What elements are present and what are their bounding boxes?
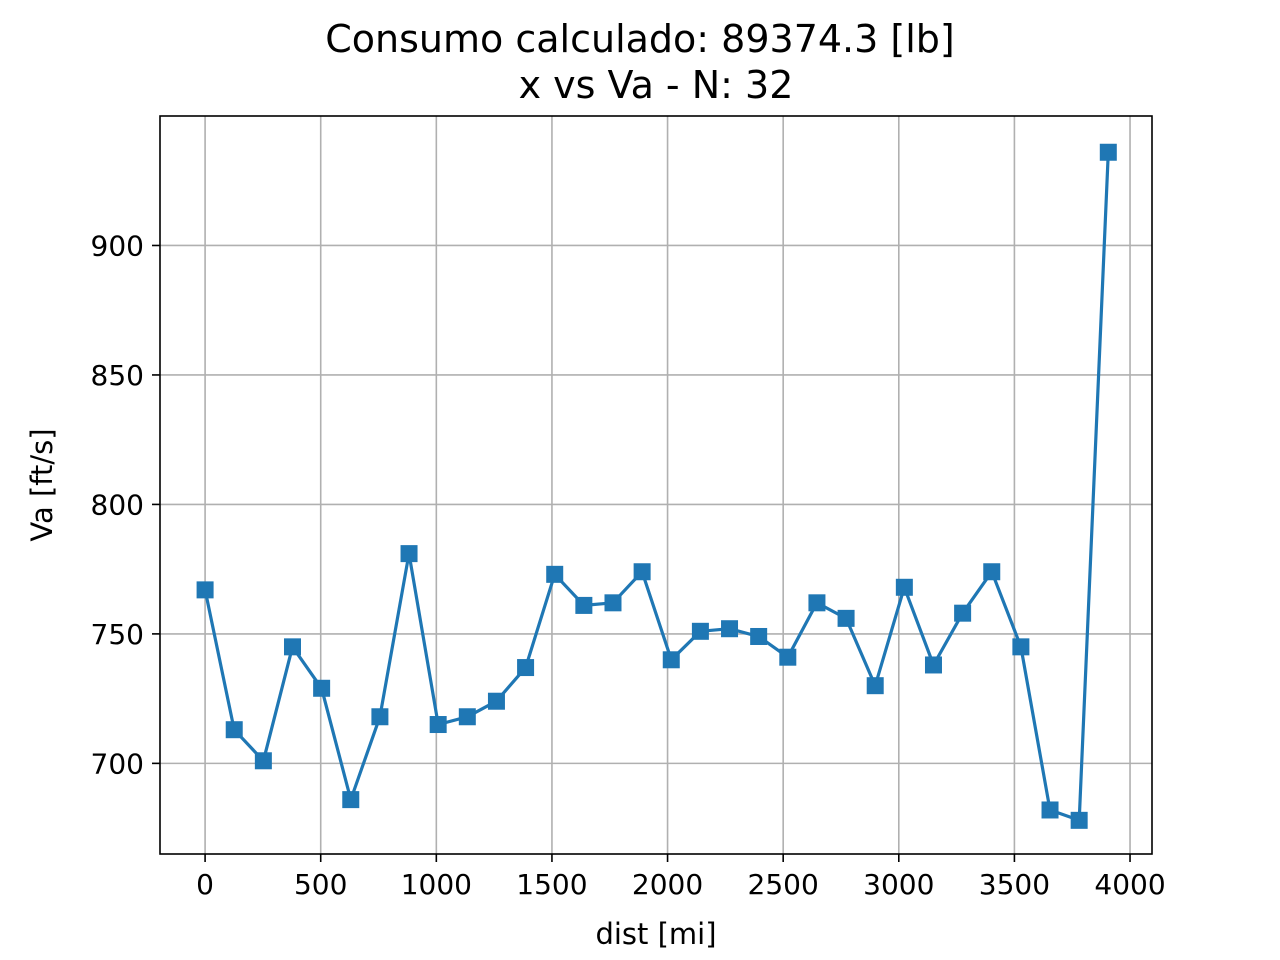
data-point	[254, 752, 272, 770]
y-tick-label: 700	[91, 747, 144, 780]
data-point	[721, 620, 739, 638]
plot-frame	[159, 115, 1153, 855]
data-point	[196, 581, 214, 599]
data-point	[837, 609, 855, 627]
x-axis-label: dist [mi]	[595, 917, 716, 951]
data-point	[866, 677, 884, 695]
x-tick-label: 4000	[1094, 868, 1165, 901]
x-tick-label: 1000	[401, 868, 472, 901]
x-tick-label: 3000	[863, 868, 934, 901]
chart-title-line2: x vs Va - N: 32	[519, 63, 794, 107]
data-point	[283, 638, 301, 656]
data-point	[954, 604, 972, 622]
data-point	[225, 721, 243, 739]
data-point	[750, 627, 768, 645]
x-tick-label: 500	[294, 868, 347, 901]
x-tick-label: 1500	[516, 868, 587, 901]
y-tick-label: 750	[91, 618, 144, 651]
x-tick-label: 2500	[748, 868, 819, 901]
data-point	[691, 622, 709, 640]
data-point	[1099, 143, 1117, 161]
data-point	[1012, 638, 1030, 656]
data-point	[1041, 801, 1059, 819]
data-series	[196, 143, 1117, 829]
data-point	[429, 716, 447, 734]
axis-ticks: 0 500 1000 1500 2000 2500 3000 3500 4000 700 750 80…	[91, 229, 1166, 901]
data-point	[458, 708, 476, 726]
x-tick-label: 0	[196, 868, 214, 901]
data-point	[895, 578, 913, 596]
data-point	[662, 651, 680, 669]
y-tick-label: 800	[91, 488, 144, 521]
x-tick-label: 2000	[632, 868, 703, 901]
data-point	[575, 596, 593, 614]
data-point	[633, 563, 651, 581]
data-point	[517, 659, 535, 677]
data-point	[924, 656, 942, 674]
data-point	[487, 692, 505, 710]
data-point	[779, 648, 797, 666]
data-point	[342, 791, 360, 809]
y-axis-label: Va [ft/s]	[25, 428, 59, 541]
data-point	[400, 545, 418, 563]
series-line	[203, 152, 1110, 822]
y-tick-label: 850	[91, 359, 144, 392]
data-point	[983, 563, 1001, 581]
grid	[160, 116, 1152, 854]
data-point	[313, 679, 331, 697]
data-point	[546, 565, 564, 583]
data-point	[604, 594, 622, 612]
data-point	[371, 708, 389, 726]
data-point	[808, 594, 826, 612]
x-tick-label: 3500	[979, 868, 1050, 901]
y-tick-label: 900	[91, 229, 144, 262]
data-point	[1070, 811, 1088, 829]
chart-title-line1: Consumo calculado: 89374.3 [lb]	[325, 17, 954, 61]
